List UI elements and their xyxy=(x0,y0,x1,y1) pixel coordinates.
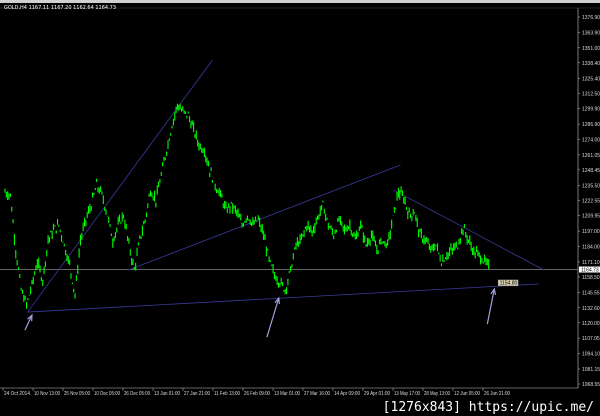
price-tick-label: 1068.55 xyxy=(582,382,600,388)
time-tick-label: 28 May 13:00 xyxy=(424,391,450,397)
time-tick-label: 27 Mar 16:00 xyxy=(304,391,330,397)
time-tick-label: 27 Jan 21:00 xyxy=(184,391,210,397)
price-tick-label: 1338.40 xyxy=(582,61,600,67)
arrowhead-icon xyxy=(490,287,497,295)
trendline xyxy=(27,283,540,313)
time-tick-label: 26 Jun 21:00 xyxy=(484,391,510,397)
current-price-badge xyxy=(579,266,600,273)
arrow-icon xyxy=(266,297,280,338)
time-tick-label: 11 Feb 13:00 xyxy=(214,391,240,397)
price-tick-label: 1351.00 xyxy=(582,46,600,52)
price-tick-label: 1376.90 xyxy=(582,15,600,21)
arrowhead-icon xyxy=(274,296,280,305)
arrow-icon xyxy=(486,288,495,325)
chart-symbol-header: GOLD,H4 1167.11 1167.20 1162.64 1164.73 xyxy=(4,5,117,11)
price-tick-label: 1261.05 xyxy=(582,153,600,159)
price-tick-label: 1286.90 xyxy=(582,122,600,128)
price-tick-label: 1248.45 xyxy=(582,168,600,174)
time-tick-label: 10 Dec 05:00 xyxy=(94,391,120,397)
price-tick-label: 1107.05 xyxy=(582,336,600,342)
time-tick-label: 26 Dec 05:00 xyxy=(124,391,150,397)
time-tick-label: 13 May 17:00 xyxy=(394,391,420,397)
price-tick-label: 1094.10 xyxy=(582,352,600,358)
price-tick-label: 1222.55 xyxy=(582,199,600,205)
time-tick-label: 25 Nov 05:00 xyxy=(64,391,90,397)
price-tick-label: 1274.00 xyxy=(582,137,600,143)
time-tick-label: 13 Mar 01:00 xyxy=(274,391,300,397)
price-tick-label: 1363.90 xyxy=(582,30,600,36)
price-tick-label: 1209.95 xyxy=(582,214,600,220)
trendline xyxy=(128,164,401,271)
price-tick-label: 1312.50 xyxy=(582,92,600,98)
trendline xyxy=(393,189,545,271)
time-tick-label: 10 Nov 13:00 xyxy=(34,391,60,397)
watermark-text: [1276x843] https://upic.me/ xyxy=(382,400,594,415)
price-tick-label: 1081.15 xyxy=(582,367,600,373)
price-marker-box xyxy=(497,279,519,287)
price-tick-label: 1197.00 xyxy=(582,229,600,235)
time-tick-label: 26 Feb 09:00 xyxy=(244,391,270,397)
price-marker-label: 1154.80 xyxy=(500,281,518,287)
price-tick-label: 1184.00 xyxy=(582,245,600,251)
price-tick-label: 1145.55 xyxy=(582,290,600,296)
time-tick-label: 12 Jun 05:00 xyxy=(454,391,480,397)
arrow-icon xyxy=(24,314,33,331)
window-title-bar xyxy=(0,0,600,3)
trendline xyxy=(27,59,213,313)
time-tick-label: 29 Apr 01:00 xyxy=(364,391,390,397)
time-tick-label: 13 Jan 01:00 xyxy=(154,391,180,397)
price-tick-label: 1235.50 xyxy=(582,183,600,189)
time-tick-label: 14 Apr 09:00 xyxy=(334,391,360,397)
price-tick-label: 1158.50 xyxy=(582,275,600,281)
time-tick-label: 24 Oct 2014 xyxy=(4,391,30,397)
price-tick-label: 1132.60 xyxy=(582,306,600,312)
current-price-label: 1164.73 xyxy=(581,268,599,274)
price-tick-label: 1325.40 xyxy=(582,76,600,82)
price-tick-label: 1120.00 xyxy=(582,321,600,327)
price-tick-label: 1171.10 xyxy=(582,260,600,266)
price-tick-label: 1299.90 xyxy=(582,107,600,113)
arrowhead-icon xyxy=(27,313,33,322)
